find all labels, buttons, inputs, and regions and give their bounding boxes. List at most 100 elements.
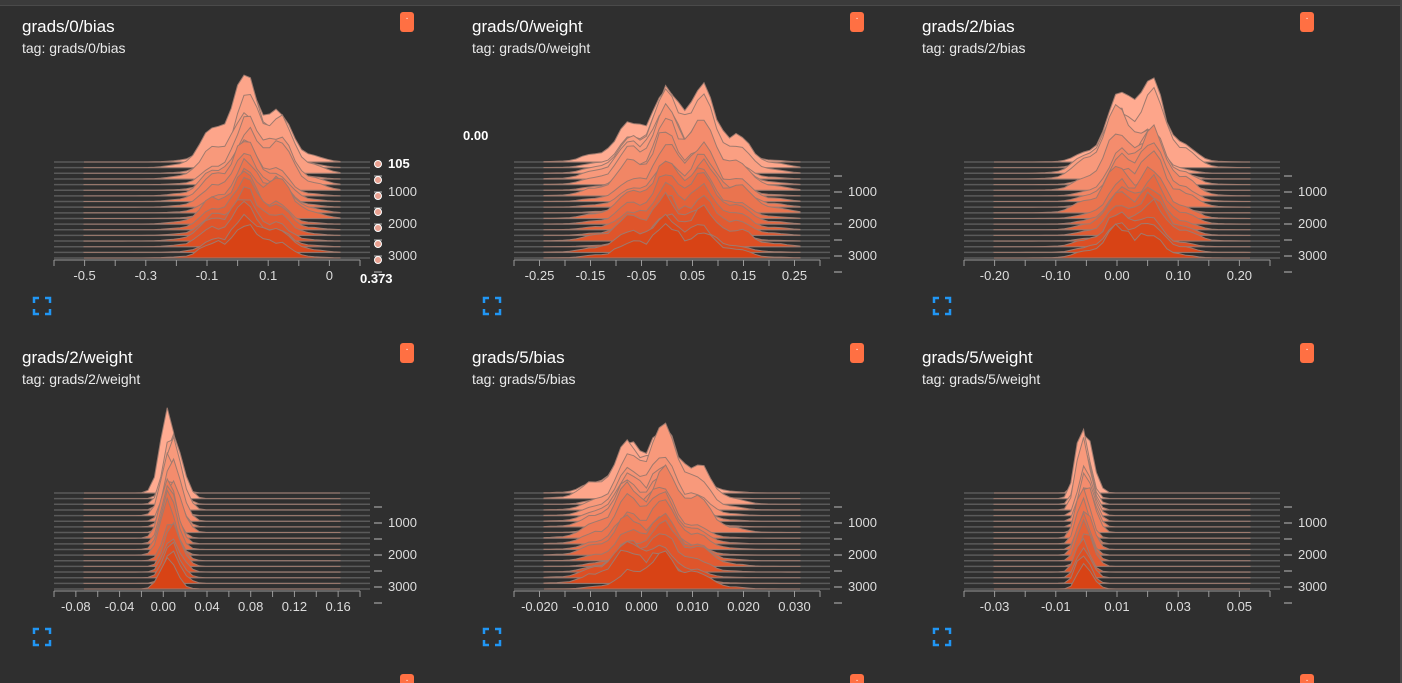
ridge-series [543, 223, 801, 259]
hover-marker [374, 176, 382, 184]
x-tick-label: 0.00 [151, 599, 176, 614]
x-tick-label: -0.1 [196, 268, 218, 283]
x-tick-label: 0.1 [259, 268, 277, 283]
dot-menu-icon[interactable]: · [400, 674, 414, 683]
x-tick-label: -0.020 [521, 599, 558, 614]
ridge-series [83, 432, 341, 500]
ridge-series [994, 223, 1250, 259]
ridge-series [83, 451, 341, 517]
hover-marker [374, 256, 382, 264]
ridge-series [543, 550, 800, 590]
step-tick-label: 1000 [848, 515, 877, 530]
ridge-series [83, 538, 341, 573]
x-tick-label: -0.15 [576, 268, 606, 283]
card-title: grads/5/weight [922, 348, 1033, 367]
ridge-series [993, 546, 1251, 579]
hover-marker [374, 192, 382, 200]
hover-value-label: 0.373 [360, 271, 393, 286]
card-title: grads/2/bias [922, 17, 1015, 36]
card-title: grads/0/bias [22, 17, 115, 36]
step-tick-label: 2000 [388, 547, 417, 562]
dot-menu-icon[interactable]: · [850, 674, 864, 683]
histogram-card-partial: · [0, 662, 440, 683]
step-tick-label: 3000 [1298, 248, 1327, 263]
dot-menu-icon[interactable]: · [850, 12, 864, 32]
right-scrollbar-edge[interactable] [1400, 0, 1402, 683]
step-tick-label: 1000 [1298, 184, 1327, 199]
histogram-card: grads/5/weight tag: grads/5/weight · -0.… [900, 331, 1340, 656]
dot-menu-icon[interactable]: · [1300, 12, 1314, 32]
hover-marker [374, 224, 382, 232]
x-tick-label: 0.08 [238, 599, 263, 614]
card-title: grads/2/weight [22, 348, 133, 367]
x-tick-label: -0.20 [980, 268, 1010, 283]
x-tick-label: -0.25 [525, 268, 555, 283]
dot-menu-icon[interactable]: · [400, 343, 414, 363]
fullscreen-expand-icon[interactable] [32, 296, 52, 316]
histogram-chart: -0.25 -0.15 -0.05 0.05 0.15 0.25 1000 2000 3000 0… [463, 81, 877, 283]
histogram-chart: -0.20 -0.10 0.00 0.10 0.20 1000 2000 3000 [963, 77, 1327, 283]
ridge-series [993, 518, 1251, 562]
histogram-card: grads/0/bias tag: grads/0/bias · -0.5 -0.… [0, 0, 440, 325]
step-tick-label: 3000 [848, 248, 877, 263]
card-title: grads/0/weight [472, 17, 583, 36]
card-tag: tag: grads/0/weight [472, 40, 591, 56]
histogram-card: grads/2/weight tag: grads/2/weight · -0.… [0, 331, 440, 656]
fullscreen-expand-icon[interactable] [482, 296, 502, 316]
card-tag: tag: grads/2/bias [922, 40, 1026, 56]
x-tick-label: -0.04 [105, 599, 135, 614]
x-tick-label: 0.03 [1166, 599, 1191, 614]
card-tag: tag: grads/0/bias [22, 40, 126, 56]
x-tick-label: 0.15 [731, 268, 756, 283]
x-tick-label: -0.10 [1041, 268, 1071, 283]
step-tick-label: 3000 [1298, 579, 1327, 594]
histogram-chart: -0.03 -0.01 0.01 0.03 0.05 1000 2000 3000 [963, 427, 1327, 614]
step-tick-label: 2000 [1298, 547, 1327, 562]
step-tick-label: 2000 [848, 216, 877, 231]
x-tick-label: 0.25 [782, 268, 807, 283]
ridge-series [993, 487, 1251, 528]
fullscreen-expand-icon[interactable] [32, 627, 52, 647]
x-tick-label: 0 [326, 268, 333, 283]
hover-marker [374, 240, 382, 248]
ridge-series [993, 496, 1251, 545]
step-tick-label: 2000 [848, 547, 877, 562]
histogram-card-partial: · [450, 662, 890, 683]
ridge-series [84, 556, 340, 590]
histogram-card: grads/2/bias tag: grads/2/bias · -0.20 -0… [900, 0, 1340, 325]
dot-menu-icon[interactable]: · [1300, 343, 1314, 363]
x-tick-label: 0.00 [1104, 268, 1129, 283]
ridge-series [993, 510, 1251, 550]
fullscreen-expand-icon[interactable] [932, 627, 952, 647]
ridge-series [83, 479, 341, 534]
ridge-series [83, 550, 341, 584]
x-tick-label: 0.05 [1227, 599, 1252, 614]
card-tag: tag: grads/5/bias [472, 371, 576, 387]
histogram-card: grads/5/bias tag: grads/5/bias · -0.020-… [450, 331, 890, 656]
x-tick-label: 0.10 [1166, 268, 1191, 283]
x-tick-label: 0.020 [727, 599, 760, 614]
card-title: grads/5/bias [472, 348, 565, 367]
step-tick-label: 3000 [388, 248, 417, 263]
fullscreen-expand-icon[interactable] [932, 296, 952, 316]
hover-value-label: 0.00 [463, 128, 488, 143]
ridge-series [83, 480, 341, 528]
dot-menu-icon[interactable]: · [1300, 674, 1314, 683]
histogram-card-partial: · [900, 662, 1340, 683]
ridge-series [993, 471, 1251, 522]
dot-menu-icon[interactable]: · [850, 343, 864, 363]
histogram-chart: -0.020 -0.010 0.000 0.010 0.020 0.030 1000 2000… [513, 422, 877, 614]
top-toolbar-edge [0, 0, 1402, 6]
x-tick-label: 0.04 [194, 599, 219, 614]
ridge-series [83, 541, 341, 579]
ridge-series [993, 486, 1251, 539]
ridge-series [994, 562, 1250, 590]
x-tick-label: 0.20 [1227, 268, 1252, 283]
x-tick-label: -0.05 [627, 268, 657, 283]
fullscreen-expand-icon[interactable] [482, 627, 502, 647]
ridge-series [993, 427, 1251, 500]
step-tick-label: 2000 [1298, 216, 1327, 231]
ridge-series [83, 477, 341, 539]
ridge-series [993, 440, 1251, 505]
dot-menu-icon[interactable]: · [400, 12, 414, 32]
